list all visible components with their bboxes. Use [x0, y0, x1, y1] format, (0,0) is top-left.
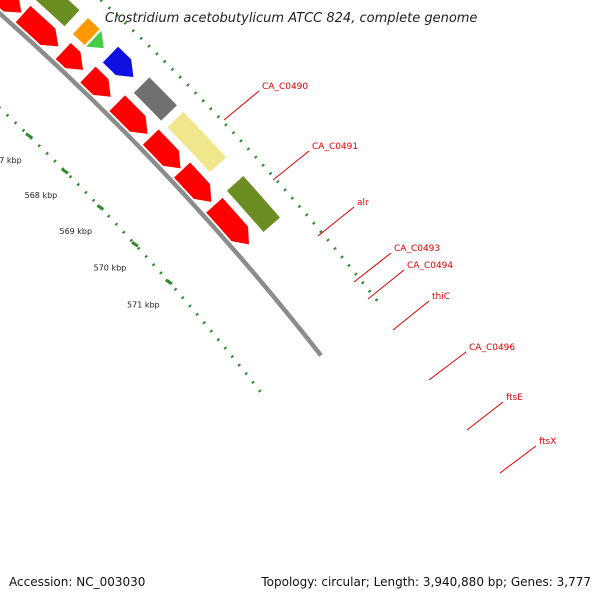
tick-mark [164, 278, 173, 286]
gene-label: CA_C0491 [312, 142, 358, 152]
cds-arrow [0, 0, 22, 13]
tick-mark [96, 204, 105, 211]
backbone-line [0, 10, 323, 357]
feature-arrows [0, 0, 280, 245]
gene-label: ftsE [506, 393, 523, 403]
gene-label: CA_C0494 [407, 261, 453, 271]
genome-backbone [0, 10, 323, 357]
cds-arrow [142, 129, 181, 169]
map-title: Clostridium acetobutylicum ATCC 824, com… [105, 11, 477, 26]
cds-arrow [86, 30, 104, 49]
inner-dotted-arc [0, 106, 267, 400]
cds-arrow [15, 5, 59, 47]
feature-block [133, 77, 177, 121]
tick-mark [25, 132, 33, 139]
cds-arrow [55, 43, 84, 70]
tick-mark [131, 241, 139, 248]
cds-arrow [102, 46, 134, 78]
gene-label-leader [223, 90, 260, 121]
tick-label: 570 kbp [94, 263, 127, 272]
gene-label: thiC [432, 292, 450, 302]
gene-label-leader [392, 300, 430, 331]
feature-block [167, 111, 227, 173]
gene-label-leader [317, 206, 355, 237]
gene-label-leader [353, 252, 392, 283]
tick-mark [61, 167, 69, 175]
feature-block [226, 176, 280, 232]
tick-label: 567 kbp [0, 156, 22, 165]
gene-label: CA_C0496 [469, 343, 515, 353]
cds-arrow [80, 66, 111, 97]
gene-label-leader [272, 150, 310, 181]
cds-arrow [206, 197, 249, 245]
tick-label: 568 kbp [25, 191, 58, 200]
cds-arrow [174, 162, 212, 202]
genome-summary-text: Topology: circular; Length: 3,940,880 bp… [260, 575, 591, 589]
gene-label-leader [466, 401, 504, 431]
accession-text: Accession: NC_003030 [9, 575, 145, 589]
gene-label-leader [428, 351, 467, 381]
gene-label-leader [499, 445, 537, 474]
gene-label: ftsX [539, 437, 556, 447]
gene-label: CA_C0493 [394, 244, 440, 254]
tick-label: 571 kbp [127, 300, 160, 309]
gene-label-leader [367, 269, 405, 300]
cds-arrow [109, 95, 148, 134]
dotted-guides [0, 0, 384, 400]
feature-block [72, 17, 100, 46]
tick-label: 569 kbp [59, 227, 92, 236]
feature-block [35, 0, 80, 27]
tick-labels: 562 kbp563 kbp564 kbp565 kbp566 kbp567 k… [0, 132, 173, 309]
gene-label: CA_C0490 [262, 82, 308, 92]
gene-label: alr [357, 198, 369, 208]
